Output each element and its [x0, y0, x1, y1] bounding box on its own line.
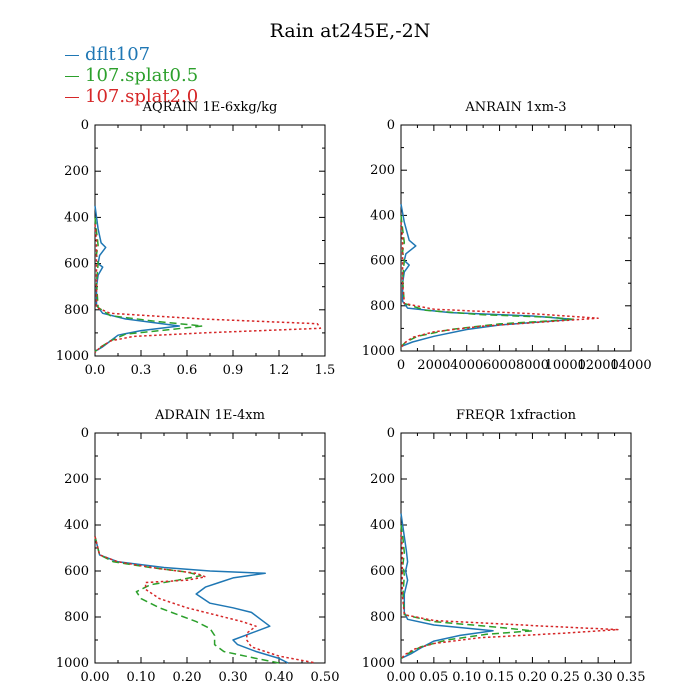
y-tick-label: 1000 — [362, 656, 395, 671]
legend-swatch-dflt107 — [65, 54, 79, 56]
legend-label-splat20: 107.splat2.0 — [85, 86, 199, 107]
series-line-2 — [400, 524, 534, 660]
panel-1: AQRAIN 1E-6xkg/kg 0 200 400 600 800 10000.0 0.3… — [56, 100, 335, 378]
y-tick-label: 800 — [370, 610, 395, 625]
x-tick-label: 8000 — [516, 358, 549, 373]
x-tick-label: 0.10 — [127, 670, 156, 685]
y-tick-label: 600 — [64, 564, 89, 579]
series-line-1 — [94, 536, 289, 664]
y-tick-label: 800 — [64, 610, 89, 625]
x-tick-label: 2000 — [417, 358, 450, 373]
x-tick-label: 0.6 — [177, 363, 198, 378]
y-tick-label: 1000 — [362, 344, 395, 359]
legend-label-dflt107: dflt107 — [85, 44, 151, 65]
plot-frame — [94, 124, 326, 357]
x-tick-label: 0.10 — [452, 670, 481, 685]
panel-title: ADRAIN 1E-4xm — [154, 408, 265, 423]
x-tick-label: 0.50 — [311, 670, 340, 685]
y-tick-label: 0 — [81, 426, 89, 441]
y-tick-label: 200 — [64, 472, 89, 487]
y-tick-label: 0 — [81, 118, 89, 133]
x-tick-label: 0.00 — [81, 670, 110, 685]
series-line-2 — [400, 215, 575, 348]
legend-label-splat05: 107.splat0.5 — [85, 65, 199, 86]
y-tick-label: 400 — [370, 518, 395, 533]
y-tick-label: 800 — [370, 299, 395, 314]
legend-item-splat20: 107.splat2.0 — [65, 86, 198, 107]
series-line-2 — [94, 536, 280, 664]
series-line-3 — [400, 222, 599, 349]
y-tick-label: 0 — [387, 426, 395, 441]
y-tick-label: 600 — [64, 257, 89, 272]
y-tick-label: 200 — [370, 163, 395, 178]
x-tick-label: 1.5 — [315, 363, 336, 378]
panel-3: ADRAIN 1E-4xm 0 200 400 600 800 10000.00 0.10 0.… — [56, 408, 340, 685]
panel-title: AQRAIN 1E-6xkg/kg — [142, 100, 278, 115]
x-tick-label: 0 — [397, 358, 405, 373]
x-tick-label: 10000 — [545, 358, 586, 373]
series-line-1 — [400, 513, 494, 660]
x-tick-label: 0.20 — [173, 670, 202, 685]
x-tick-label: 0.3 — [131, 363, 152, 378]
x-tick-label: 0.30 — [584, 670, 613, 685]
page-title: Rain at245E,-2N — [269, 20, 431, 42]
y-tick-label: 0 — [387, 118, 395, 133]
plot-frame — [400, 124, 632, 352]
series-line-3 — [94, 536, 316, 664]
y-tick-label: 400 — [64, 518, 89, 533]
legend-item-dflt107: dflt107 — [65, 44, 150, 65]
plot-frame — [94, 432, 326, 664]
x-tick-label: 0.40 — [265, 670, 294, 685]
y-tick-label: 600 — [370, 564, 395, 579]
x-tick-label: 1.2 — [269, 363, 290, 378]
x-tick-label: 4000 — [450, 358, 483, 373]
x-tick-label: 0.0 — [85, 363, 106, 378]
y-tick-label: 400 — [64, 210, 89, 225]
y-tick-label: 800 — [64, 303, 89, 318]
x-tick-label: 0.00 — [387, 670, 416, 685]
y-tick-label: 600 — [370, 254, 395, 269]
series-line-2 — [94, 217, 204, 352]
legend-item-splat05: 107.splat0.5 — [65, 65, 198, 86]
x-tick-label: 0.05 — [419, 670, 448, 685]
y-tick-label: 200 — [64, 164, 89, 179]
panel-4: FREQR 1xfraction 0 200 400 600 800 10000.00 0.0… — [362, 408, 646, 685]
y-tick-label: 400 — [370, 208, 395, 223]
y-tick-label: 200 — [370, 472, 395, 487]
x-tick-label: 0.9 — [223, 363, 244, 378]
series-line-1 — [400, 203, 575, 348]
x-tick-label: 14000 — [610, 358, 651, 373]
series-line-3 — [400, 531, 619, 660]
x-tick-label: 6000 — [483, 358, 516, 373]
panel-title: ANRAIN 1xm-3 — [464, 100, 566, 115]
y-tick-label: 1000 — [56, 656, 89, 671]
y-tick-label: 1000 — [56, 349, 89, 364]
legend-swatch-splat05 — [65, 75, 79, 77]
x-tick-label: 0.15 — [485, 670, 514, 685]
x-tick-label: 0.20 — [518, 670, 547, 685]
x-tick-label: 0.25 — [551, 670, 580, 685]
x-tick-label: 12000 — [577, 358, 618, 373]
x-tick-label: 0.30 — [219, 670, 248, 685]
panel-title: FREQR 1xfraction — [456, 408, 577, 423]
legend-swatch-splat20 — [65, 96, 79, 98]
x-tick-label: 0.35 — [617, 670, 646, 685]
